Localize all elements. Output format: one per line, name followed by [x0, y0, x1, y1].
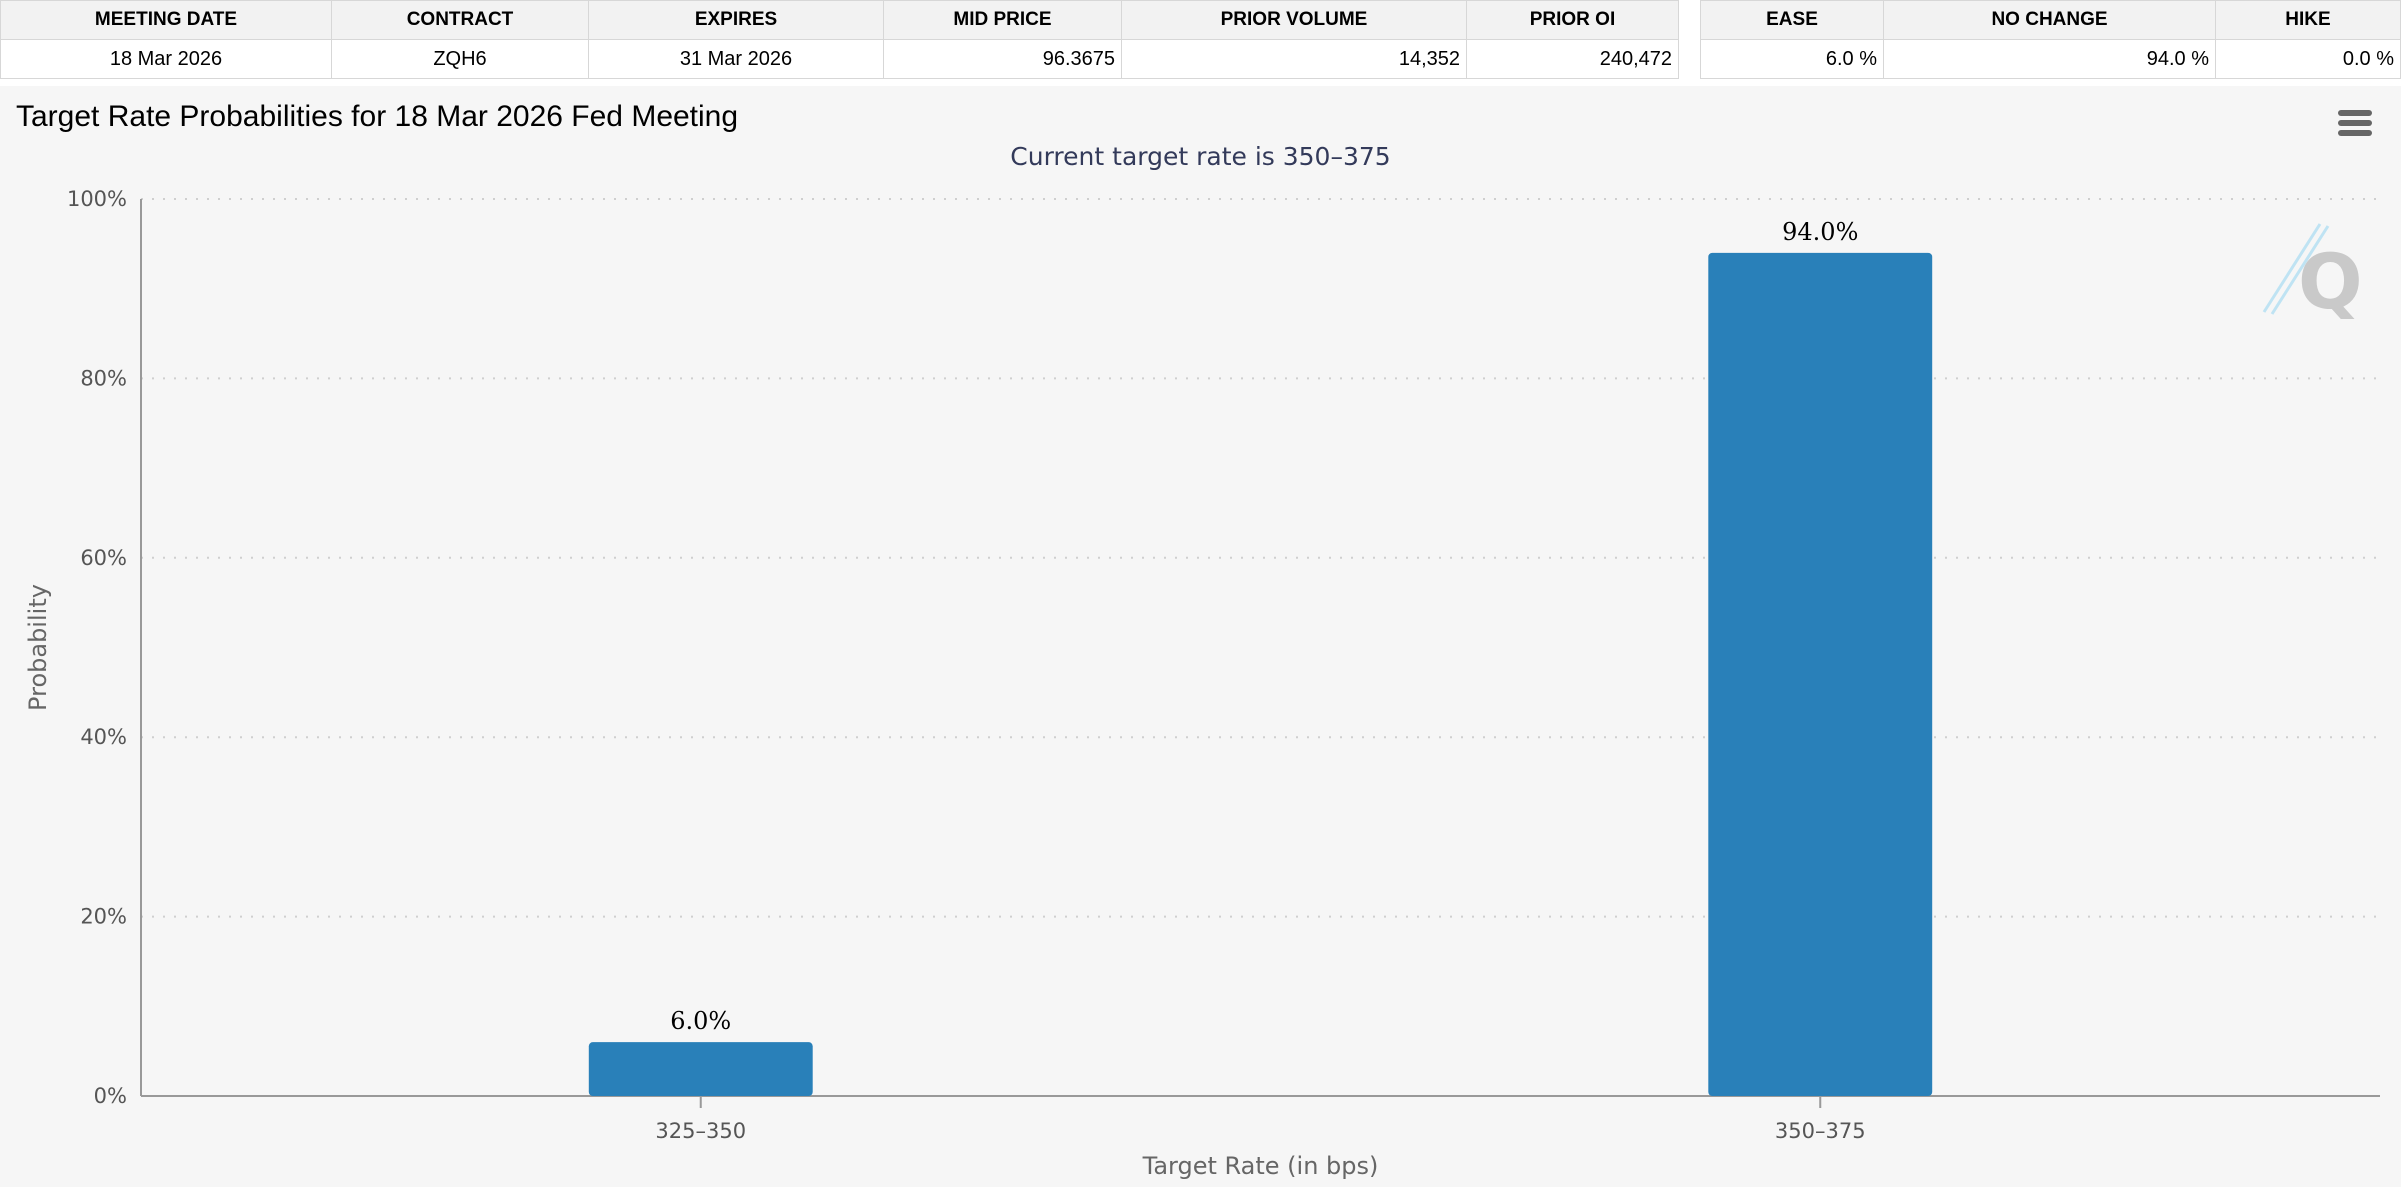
- cell-expires: 31 Mar 2026: [588, 39, 884, 79]
- data-label-1: 6.0%: [670, 1007, 731, 1035]
- chart-subtitle: Current target rate is 350–375: [1010, 142, 1391, 171]
- header-no-change: NO CHANGE: [1883, 0, 2216, 40]
- header-mid-price: MID PRICE: [883, 0, 1122, 40]
- y-tick-label: 0%: [94, 1084, 127, 1108]
- y-tick-label: 20%: [80, 905, 127, 929]
- contract-data-row: 18 Mar 2026 ZQH6 31 Mar 2026 96.3675 14,…: [0, 39, 1679, 79]
- x-tick-label-2: 350–375: [1775, 1119, 1866, 1143]
- header-contract: CONTRACT: [331, 0, 589, 40]
- cell-ease: 6.0 %: [1700, 39, 1884, 79]
- x-tick-label-1: 325–350: [655, 1119, 746, 1143]
- data-label-2: 94.0%: [1782, 218, 1858, 246]
- probability-summary-table: EASE NO CHANGE HIKE 6.0 % 94.0 % 0.0 %: [1700, 0, 2401, 79]
- x-axis-title: Target Rate (in bps): [1142, 1152, 1379, 1180]
- header-prior-volume: PRIOR VOLUME: [1121, 0, 1467, 40]
- header-ease: EASE: [1700, 0, 1884, 40]
- cell-meeting-date: 18 Mar 2026: [0, 39, 332, 79]
- y-tick-label: 40%: [80, 725, 127, 749]
- svg-text:Q: Q: [2298, 237, 2363, 326]
- header-meeting-date: MEETING DATE: [0, 0, 332, 40]
- chart-title: Target Rate Probabilities for 18 Mar 202…: [16, 100, 739, 133]
- header-expires: EXPIRES: [588, 0, 884, 40]
- cell-hike: 0.0 %: [2215, 39, 2401, 79]
- cell-no-change: 94.0 %: [1883, 39, 2216, 79]
- bar-chart: 0% 20% 40% 60% 80% 100% 6.0% 325–350 94.0% 350–37…: [24, 187, 2380, 1180]
- y-tick-label: 100%: [67, 187, 127, 211]
- bar-1: [588, 1042, 813, 1096]
- cell-contract: ZQH6: [331, 39, 589, 79]
- hamburger-menu-icon[interactable]: [2338, 110, 2372, 140]
- y-tick-label: 60%: [80, 546, 127, 570]
- probability-header-row: EASE NO CHANGE HIKE: [1700, 0, 2401, 40]
- header-prior-oi: PRIOR OI: [1466, 0, 1679, 40]
- y-axis-title: Probability: [24, 584, 52, 711]
- chart-panel: 0% 20% 40% 60% 80% 100% 6.0% 325–350 94.0% 350–37…: [0, 86, 2401, 1187]
- y-tick-label: 80%: [80, 366, 127, 390]
- probability-data-row: 6.0 % 94.0 % 0.0 %: [1700, 39, 2401, 79]
- contract-header-row: MEETING DATE CONTRACT EXPIRES MID PRICE …: [0, 0, 1679, 40]
- contract-info-table: MEETING DATE CONTRACT EXPIRES MID PRICE …: [0, 0, 1679, 79]
- bar-2: [1708, 252, 1933, 1096]
- q-logo-icon: Q: [2262, 223, 2363, 326]
- header-hike: HIKE: [2215, 0, 2401, 40]
- cell-prior-volume: 14,352: [1121, 39, 1467, 79]
- cell-prior-oi: 240,472: [1466, 39, 1679, 79]
- cell-mid-price: 96.3675: [883, 39, 1122, 79]
